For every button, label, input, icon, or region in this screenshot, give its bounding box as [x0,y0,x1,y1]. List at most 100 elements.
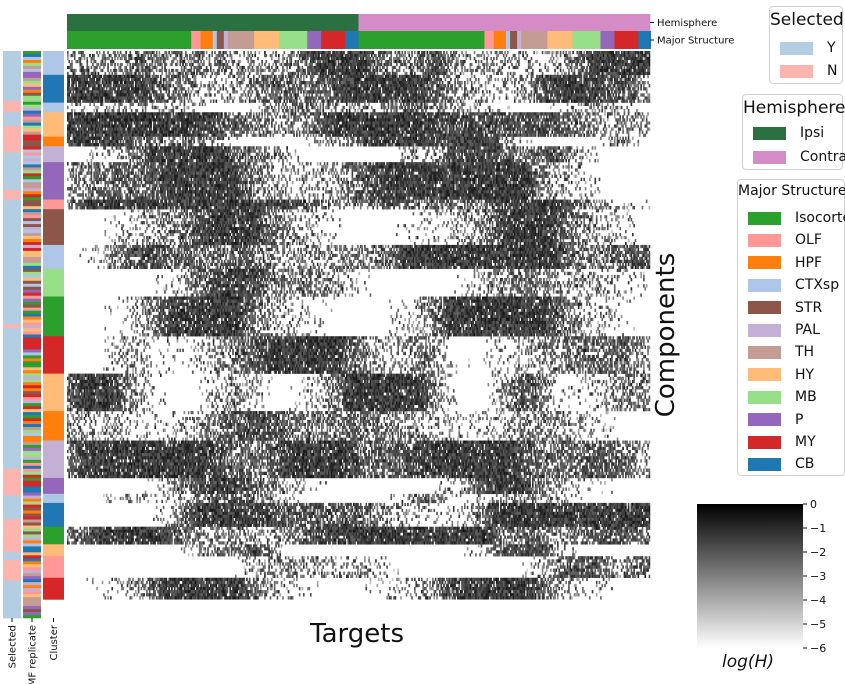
heatmap-cell [325,72,327,75]
heatmap-cell [253,69,255,72]
nmf-replicate-stripe [23,493,41,496]
nmf-replicate-stripe [23,403,41,406]
nmf-replicate-stripe [23,588,41,591]
nmf-replicate-stripe [23,442,41,445]
heatmap-cell [379,66,381,69]
heatmap-cell [247,51,249,54]
nmf-replicate-stripe [23,144,41,147]
nmf-replicate-stripe [23,573,41,576]
heatmap-cell [542,72,544,75]
heatmap-cell [414,51,416,54]
heatmap-cell [239,54,241,57]
heatmap-cell [275,69,277,72]
heatmap-cell [177,63,179,66]
heatmap-cell [243,72,245,75]
heatmap-cell [649,57,651,60]
heatmap-cell [545,63,547,66]
heatmap-cell [424,66,426,69]
heatmap-cell [211,72,213,75]
heatmap-cell [302,66,304,69]
selected-segment-10 [3,496,21,520]
heatmap-cell [117,81,119,84]
heatmap-cell [68,84,70,87]
heatmap-cell [181,66,183,69]
heatmap-cell [192,87,194,90]
heatmap-cell [335,63,337,66]
nmf-replicate-stripe [23,364,41,367]
heatmap-cell [282,72,284,75]
major-structure-segment-10 [321,31,345,49]
heatmap-cell [588,63,590,66]
heatmap-cell [571,63,573,66]
heatmap-cell [404,51,406,54]
heatmap-cell [261,63,263,66]
selected-segment-1 [3,101,21,113]
heatmap-cell [560,63,562,66]
heatmap-cell [532,72,534,75]
heatmap-cell [149,66,151,69]
heatmap-cell [583,57,585,60]
heatmap-cell [649,54,651,57]
heatmap-cell [102,100,104,103]
cluster-segment-0 [43,51,64,75]
heatmap-cell [199,54,201,57]
cluster-segment-13 [43,374,64,412]
heatmap-cell [159,54,161,57]
heatmap-cell [386,69,388,72]
heatmap-cell [271,57,273,60]
heatmap-cell [568,72,570,75]
heatmap-cell [556,54,558,57]
heatmap-cell [67,54,69,57]
heatmap-cell [146,84,148,87]
heatmap-cell [188,100,190,103]
heatmap-cell [202,57,204,60]
nmf-replicate-stripe [23,361,41,364]
heatmap-cell [576,66,578,69]
heatmap-cell [110,69,112,72]
heatmap-cell [114,57,116,60]
heatmap-cell [383,57,385,60]
nmf-replicate-stripe [23,478,41,481]
heatmap-cell [306,60,308,63]
heatmap-cell [289,66,291,69]
heatmap-cell [253,60,255,63]
heatmap-cell [143,63,145,66]
nmf-replicate-stripe [23,230,41,233]
nmf-replicate-stripe [23,385,41,388]
heatmap-cell [116,72,118,75]
heatmap-cell [286,69,288,72]
nmf-replicate-stripe [23,597,41,600]
heatmap-cell [79,100,81,103]
cluster-segment-12 [43,336,64,374]
heatmap-cell [520,51,522,54]
heatmap-cell [220,66,222,69]
heatmap-cell [88,69,90,72]
nmf-replicate-stripe [23,514,41,517]
heatmap-cell [168,69,170,72]
heatmap-cell [411,63,413,66]
heatmap-cell [142,72,144,75]
heatmap-cell [649,63,651,66]
nmf-replicate-stripe [23,484,41,487]
heatmap-cell [139,72,141,75]
cluster-segment-22 [43,578,64,600]
heatmap-cell [100,75,102,78]
heatmap-cell [343,51,345,54]
heatmap-cell [184,96,186,99]
heatmap-cell [123,100,125,103]
heatmap-cell [132,93,134,96]
nmf-replicate-stripe [23,543,41,546]
heatmap-cell [243,51,245,54]
heatmap-cell [131,72,133,75]
heatmap-cell [211,54,213,57]
heatmap-cell [449,57,451,60]
heatmap-cell [160,75,162,78]
heatmap-cell [422,63,424,66]
heatmap-cell [317,72,319,75]
heatmap-cell [320,60,322,63]
heatmap-cell [481,54,483,57]
nmf-replicate-stripe [23,299,41,302]
heatmap-cell [278,57,280,60]
nmf-replicate-stripe [23,317,41,320]
heatmap-cell [368,54,370,57]
